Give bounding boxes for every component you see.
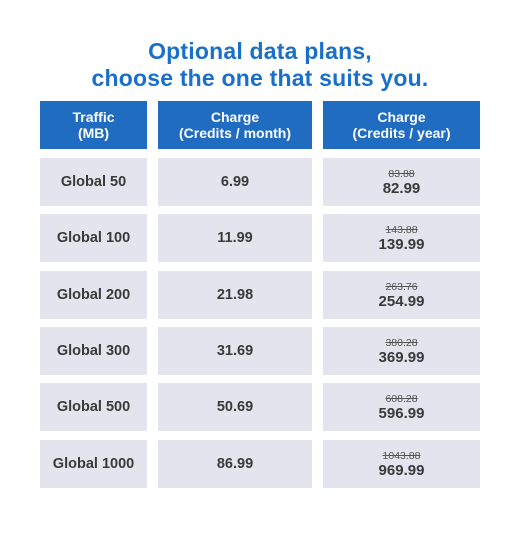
- plan-name: Global 100: [56, 230, 131, 246]
- yearly-discount-price: 139.99: [378, 235, 425, 253]
- yearly-charge-cell: 83.88 82.99: [323, 158, 480, 206]
- yearly-original-price: 263.76: [385, 280, 418, 293]
- plan-name-cell: Global 200: [40, 271, 147, 319]
- header-traffic-label: Traffic: [72, 109, 115, 125]
- monthly-charge-cell: 31.69: [158, 327, 312, 375]
- header-yearly-label: Charge: [377, 109, 426, 125]
- header-yearly-charge: Charge (Credits / year): [323, 101, 480, 149]
- monthly-charge: 31.69: [216, 343, 254, 359]
- page-title: Optional data plans, choose the one that…: [0, 38, 520, 92]
- header-monthly-unit: (Credits / month): [179, 125, 291, 141]
- plan-name-cell: Global 300: [40, 327, 147, 375]
- header-yearly-unit: (Credits / year): [352, 125, 451, 141]
- plan-name: Global 500: [56, 399, 131, 415]
- yearly-discount-price: 596.99: [378, 404, 425, 422]
- yearly-original-price: 83.88: [388, 167, 415, 180]
- yearly-discount-price: 254.99: [378, 292, 425, 310]
- plan-name: Global 50: [60, 174, 127, 190]
- yearly-original-price: 380.28: [385, 336, 418, 349]
- title-line-1: Optional data plans,: [148, 38, 372, 64]
- monthly-charge: 21.98: [216, 287, 254, 303]
- monthly-charge-cell: 50.69: [158, 383, 312, 431]
- header-monthly-charge: Charge (Credits / month): [158, 101, 312, 149]
- plan-name-cell: Global 500: [40, 383, 147, 431]
- yearly-original-price: 1043.88: [382, 449, 421, 462]
- yearly-discount-price: 369.99: [378, 348, 425, 366]
- yearly-charge-cell: 380.28 369.99: [323, 327, 480, 375]
- yearly-charge-cell: 1043.88 969.99: [323, 440, 480, 488]
- title-line-2: choose the one that suits you.: [91, 65, 429, 91]
- monthly-charge: 50.69: [216, 399, 254, 415]
- yearly-discount-price: 969.99: [378, 461, 425, 479]
- plan-name: Global 200: [56, 287, 131, 303]
- yearly-original-price: 143.88: [385, 223, 418, 236]
- yearly-charge-cell: 608.28 596.99: [323, 383, 480, 431]
- header-traffic-unit: (MB): [77, 125, 110, 141]
- monthly-charge: 86.99: [216, 456, 254, 472]
- plan-name-cell: Global 100: [40, 214, 147, 262]
- monthly-charge-cell: 11.99: [158, 214, 312, 262]
- plan-name: Global 300: [56, 343, 131, 359]
- plan-name-cell: Global 1000: [40, 440, 147, 488]
- monthly-charge: 6.99: [220, 174, 250, 190]
- monthly-charge-cell: 6.99: [158, 158, 312, 206]
- plan-name: Global 1000: [52, 456, 135, 472]
- monthly-charge: 11.99: [217, 230, 253, 246]
- yearly-charge-cell: 263.76 254.99: [323, 271, 480, 319]
- plan-name-cell: Global 50: [40, 158, 147, 206]
- yearly-discount-price: 82.99: [382, 179, 421, 197]
- yearly-original-price: 608.28: [385, 392, 418, 405]
- monthly-charge-cell: 86.99: [158, 440, 312, 488]
- header-traffic: Traffic (MB): [40, 101, 147, 149]
- yearly-charge-cell: 143.88 139.99: [323, 214, 480, 262]
- monthly-charge-cell: 21.98: [158, 271, 312, 319]
- header-monthly-label: Charge: [210, 109, 260, 125]
